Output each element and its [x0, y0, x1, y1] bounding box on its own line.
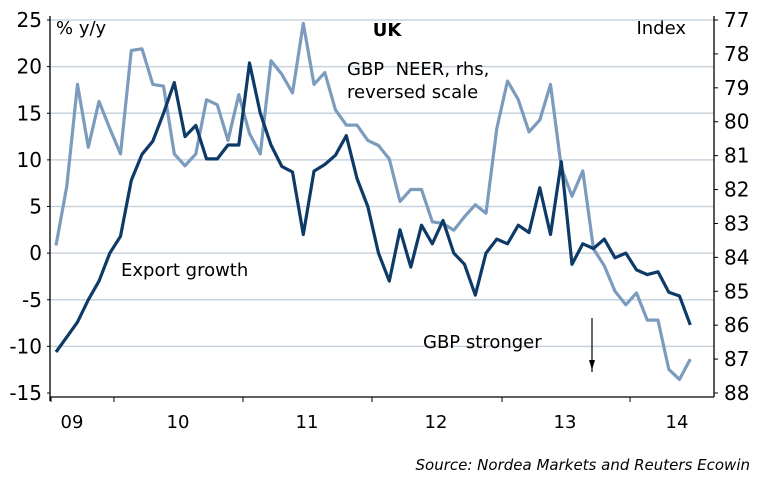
left-tick-label: -10	[9, 334, 42, 358]
left-tick-label: 0	[29, 241, 42, 265]
left-axis-ticks: 25 20 15 10 5 0 -5 -10 -15	[9, 8, 50, 405]
right-tick-label: 79	[724, 76, 749, 100]
neer-label-line1: GBP NEER, rhs,	[347, 59, 489, 80]
x-axis-ticks: 09 10 11 12 13 14	[50, 397, 689, 433]
right-tick-label: 87	[724, 347, 749, 371]
source-note: Source: Nordea Markets and Reuters Ecowi…	[416, 456, 750, 474]
x-tick-label: 12	[425, 412, 448, 433]
right-tick-label: 78	[724, 42, 749, 66]
x-tick-label: 10	[167, 412, 190, 433]
right-tick-label: 86	[724, 313, 749, 337]
export-growth-label: Export growth	[121, 260, 248, 281]
left-tick-label: 10	[17, 148, 42, 172]
x-tick-label: 13	[554, 412, 577, 433]
right-tick-label: 85	[724, 279, 749, 303]
left-tick-label: -15	[9, 381, 42, 405]
left-tick-label: 5	[29, 195, 42, 219]
x-tick-label: 14	[666, 412, 689, 433]
right-tick-label: 84	[724, 245, 749, 269]
gridlines	[50, 19, 714, 348]
gbp-neer-line	[54, 21, 692, 381]
neer-label-line2: reversed scale	[347, 82, 478, 103]
left-tick-label: 20	[17, 55, 42, 79]
left-tick-label: 25	[17, 8, 42, 32]
right-axis-label: Index	[636, 18, 686, 39]
down-arrow-icon	[589, 318, 595, 372]
left-tick-label: -5	[22, 288, 42, 312]
x-tick-label: 09	[61, 412, 84, 433]
right-tick-label: 82	[724, 178, 749, 202]
chart-title: UK	[373, 20, 403, 41]
series-lines	[54, 21, 692, 381]
left-tick-label: 15	[17, 101, 42, 125]
axes	[49, 16, 715, 401]
right-tick-label: 81	[724, 144, 749, 168]
right-tick-label: 80	[724, 110, 749, 134]
right-axis-ticks: 77 78 79 80 81 82 83 84 85 86 87 88	[714, 8, 749, 405]
x-tick-label: 11	[296, 412, 319, 433]
left-axis-label: % y/y	[56, 18, 107, 39]
right-tick-label: 77	[724, 8, 749, 32]
right-tick-label: 83	[724, 211, 749, 235]
gbp-stronger-label: GBP stronger	[423, 332, 542, 353]
right-tick-label: 88	[724, 381, 749, 405]
export-growth-line	[54, 61, 692, 353]
